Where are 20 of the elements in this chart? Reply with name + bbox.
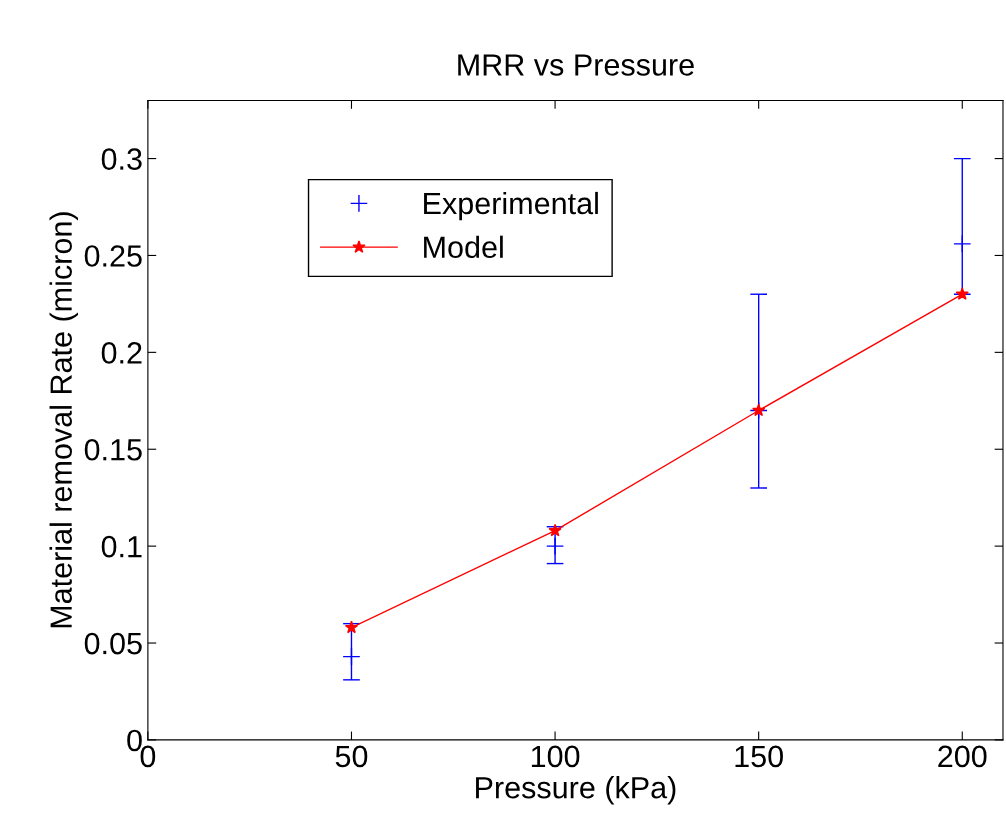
- y-tick-label: 0.25: [84, 245, 142, 267]
- x-tick-label: 100: [531, 745, 580, 768]
- y-tick-label: 0: [127, 729, 142, 752]
- x-tick-label: 0: [140, 745, 156, 768]
- legend-label: Model: [424, 235, 503, 259]
- point: [548, 523, 562, 537]
- chart-title: MRR vs Pressure: [458, 54, 694, 76]
- y-tick-label: 0.05: [84, 632, 142, 655]
- point: [344, 620, 359, 634]
- y-tick-label: 0.3: [101, 148, 142, 170]
- y-tick-label: 0.2: [101, 342, 142, 364]
- point: [955, 287, 969, 300]
- legend-label: Experimental: [424, 191, 598, 221]
- y-tick-label: 0.1: [101, 535, 142, 558]
- x-axis-title: Pressure (kPa): [476, 776, 676, 805]
- x-tick-label: 200: [938, 745, 987, 768]
- x-tick-label: 150: [735, 745, 783, 768]
- x-tick-label: 50: [335, 745, 368, 768]
- y-tick-label: 0.15: [84, 438, 142, 461]
- y-axis-title: Material removal Rate (micron): [49, 212, 78, 628]
